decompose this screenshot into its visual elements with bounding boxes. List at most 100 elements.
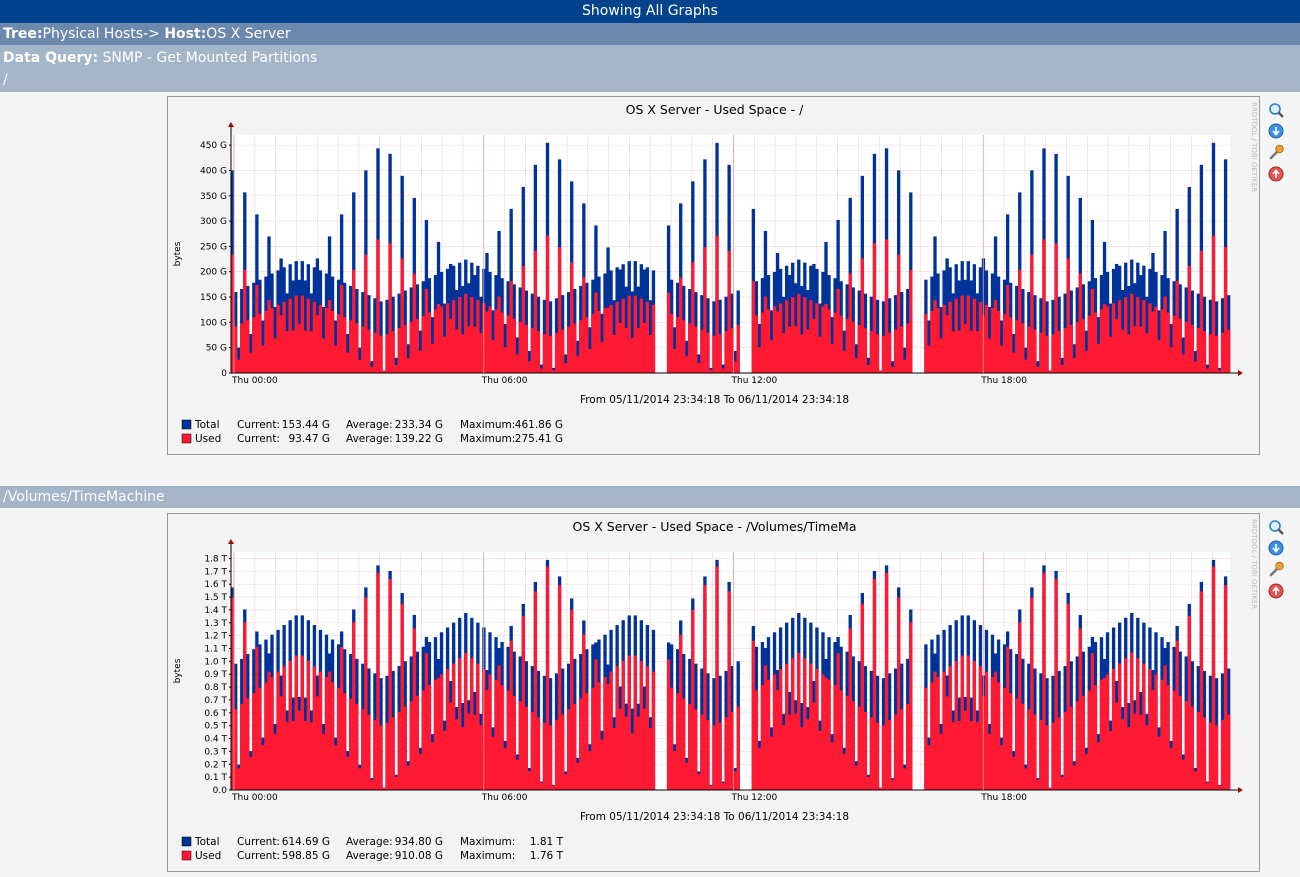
bar-used [1111, 668, 1116, 790]
properties-wrench-icon[interactable] [1268, 144, 1284, 160]
bar-used [672, 751, 677, 790]
tree-link[interactable]: Physical Hosts-> [42, 26, 160, 42]
bar-used [766, 309, 771, 373]
zoom-icon[interactable] [1268, 102, 1284, 118]
bar-used [1145, 725, 1149, 790]
bar-used [969, 330, 973, 373]
csv-export-icon[interactable] [1268, 123, 1284, 139]
zoom-icon[interactable] [1268, 519, 1284, 535]
bar-used [382, 787, 386, 790]
bar-used [1202, 331, 1207, 373]
bar-used [548, 725, 553, 790]
bar-used [763, 665, 768, 790]
y-tick-label: 0.5 T [204, 722, 227, 732]
csv-export-icon[interactable] [1268, 540, 1284, 556]
bar-used [875, 722, 880, 790]
bar-used [1133, 713, 1137, 790]
bar-used [721, 368, 725, 373]
bar-used [927, 745, 931, 790]
bar-used [554, 719, 559, 790]
bar-used [400, 258, 404, 373]
bar-used [887, 332, 892, 373]
bar-used [318, 304, 323, 373]
bar-used [470, 297, 474, 373]
bar-used [1087, 315, 1092, 373]
bar-used [403, 706, 407, 790]
bar-used [1114, 319, 1119, 373]
bar-used [1066, 258, 1070, 373]
y-tick-label: 150 G [200, 293, 227, 303]
bar-used [1057, 331, 1061, 373]
back-to-top-icon[interactable] [1268, 583, 1284, 599]
bar-used [1012, 352, 1016, 373]
bar-used [570, 262, 574, 373]
bar-used [294, 295, 298, 373]
back-to-top-icon[interactable] [1268, 166, 1284, 182]
y-tick-label: 1.5 T [204, 593, 227, 603]
bar-used [258, 687, 262, 790]
bar-used [436, 304, 441, 373]
bar-used [709, 370, 713, 373]
bar-used [249, 352, 253, 373]
bar-used [1208, 334, 1213, 373]
bar-used [364, 597, 368, 790]
bar-used [957, 330, 961, 373]
bar-used [442, 336, 447, 373]
bar-used [751, 281, 756, 373]
bar-total [291, 280, 295, 373]
bar-used [448, 702, 453, 790]
bar-used [1105, 674, 1110, 790]
bar-used [1048, 370, 1052, 373]
bar-used [246, 698, 250, 790]
bar-used [352, 622, 356, 790]
bar-used [1121, 329, 1125, 373]
host-link[interactable]: OS X Server [206, 26, 291, 42]
bar-used [1093, 312, 1098, 373]
bar-used [585, 693, 589, 790]
bar-used [854, 357, 858, 373]
properties-wrench-icon[interactable] [1268, 561, 1284, 577]
bar-used [757, 347, 762, 373]
bar-used [252, 317, 256, 373]
bar-used [1190, 706, 1194, 790]
graph-used-space-timemachine[interactable]: OS X Server - Used Space - /Volumes/Time… [167, 513, 1260, 872]
bar-used [1181, 354, 1185, 373]
bar-used [833, 312, 837, 373]
bar-used [1163, 296, 1167, 373]
bar-used [733, 361, 737, 373]
bar-used [527, 771, 531, 790]
bar-used [1021, 703, 1025, 790]
bar-used [900, 709, 904, 790]
bar-used [312, 666, 317, 790]
bar-used [527, 361, 531, 373]
bar-used [1012, 756, 1016, 790]
bar-used [479, 333, 483, 373]
bar-used [1181, 759, 1185, 790]
bar-used [863, 711, 868, 790]
bar-used [343, 317, 347, 373]
bar-used [243, 269, 247, 373]
bar-used [830, 742, 834, 790]
bar-total [448, 263, 453, 373]
bar-used [306, 660, 311, 790]
bar-used [1018, 622, 1022, 790]
bar-used [881, 725, 886, 790]
y-tick-label: 200 G [200, 268, 227, 278]
bar-used [1124, 658, 1128, 790]
bar-used [1178, 318, 1182, 373]
bar-used [282, 666, 286, 790]
bar-used [600, 341, 604, 373]
bar-used [800, 727, 804, 790]
bar-used [473, 326, 477, 373]
bar-used [609, 304, 613, 373]
bar-used [427, 312, 432, 373]
bar-used [766, 679, 771, 790]
bar-used [672, 349, 677, 373]
graph-used-space-root[interactable]: OS X Server - Used Space - / RRDTOOL / TO… [167, 96, 1260, 455]
bar-used [1142, 663, 1146, 790]
bar-used [1063, 328, 1067, 373]
bar-used [1157, 340, 1161, 373]
bar-used [442, 730, 447, 790]
y-tick-label: 1.4 T [204, 606, 227, 616]
bar-used [1142, 300, 1146, 373]
